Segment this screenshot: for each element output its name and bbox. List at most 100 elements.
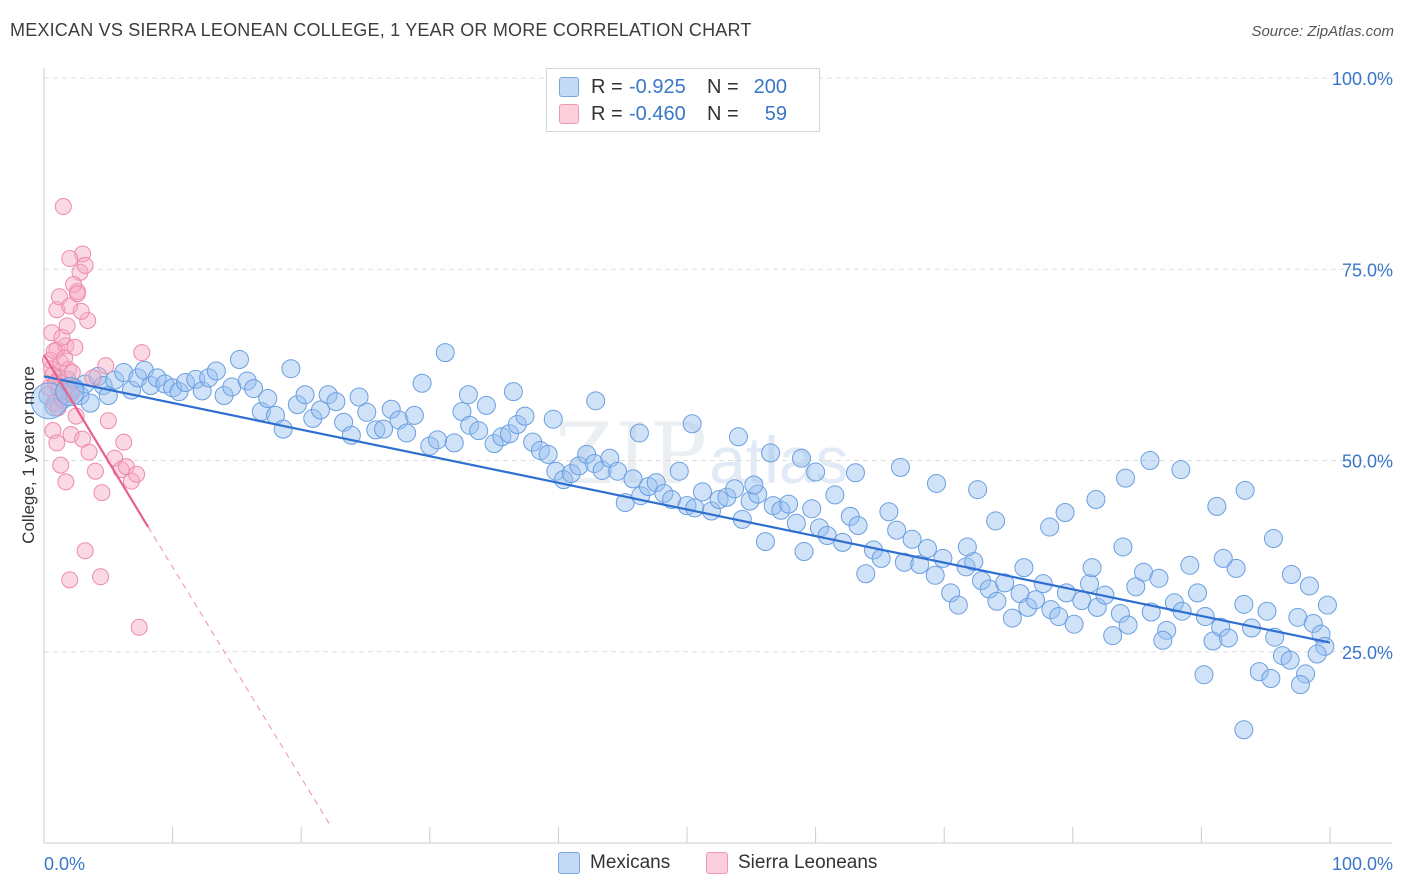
legend-n-label: N = xyxy=(707,102,739,125)
mexicans-point xyxy=(1290,675,1310,695)
mexicans-point xyxy=(484,434,504,454)
sierra-leoneans-point xyxy=(115,433,133,451)
legend-r-value: -0.460 xyxy=(629,102,686,125)
mexicans-point xyxy=(592,460,612,480)
sierra-leoneans-point xyxy=(86,462,104,480)
mexicans-point xyxy=(1180,555,1200,575)
legend-n-label: N = xyxy=(707,75,739,98)
mexicans-point xyxy=(1213,548,1233,568)
mexicans-point xyxy=(1153,630,1173,650)
mexicans-point xyxy=(476,395,496,415)
sierra-leoneans-point xyxy=(41,351,59,369)
y-tick-label: 25.0% xyxy=(1342,643,1393,663)
source-credit: Source: ZipAtlas.com xyxy=(1251,23,1394,40)
mexicans-point xyxy=(1055,503,1075,523)
sierra-leoneans-point xyxy=(68,285,86,303)
mexicans-point xyxy=(1149,568,1169,588)
sierra-leoneans-point xyxy=(58,317,76,335)
legend-swatch-mexicans xyxy=(559,77,579,97)
mexicans-point xyxy=(175,372,195,392)
series-legend-mexicans[interactable]: Mexicans xyxy=(558,852,670,874)
mexicans-point xyxy=(147,368,167,388)
mexicans-point xyxy=(894,552,914,572)
mexicans-point xyxy=(1002,608,1022,628)
mexicans-point xyxy=(779,494,799,514)
mexicans-point xyxy=(925,565,945,585)
mexicans-point xyxy=(561,464,581,484)
mexicans-point xyxy=(586,391,606,411)
mexicans-point xyxy=(725,479,745,499)
mexicans-point xyxy=(349,387,369,407)
mexicans-point xyxy=(1026,590,1046,610)
sierra-leoneans-point xyxy=(65,276,83,294)
mexicans-point xyxy=(1086,490,1106,510)
mexicans-trend-line xyxy=(43,375,1331,644)
y-axis-label: College, 1 year or more xyxy=(19,366,38,544)
mexicans-point xyxy=(357,402,377,422)
mexicans-point xyxy=(1082,558,1102,578)
mexicans-point xyxy=(444,433,464,453)
mexicans-point xyxy=(206,361,226,381)
mexicans-point xyxy=(258,389,278,409)
mexicans-point xyxy=(237,371,257,391)
mexicans-point xyxy=(543,409,563,429)
mexicans-point xyxy=(1040,517,1060,537)
mexicans-point xyxy=(460,415,480,435)
mexicans-point xyxy=(685,498,705,518)
sierra-leoneans-point xyxy=(61,571,79,589)
mexicans-point xyxy=(397,423,417,443)
mexicans-point xyxy=(281,359,301,379)
sierra-leoneans-point xyxy=(84,369,102,387)
mexicans-point xyxy=(1188,583,1208,603)
sierra-leoneans-point xyxy=(43,324,61,342)
mexicans-point xyxy=(1110,604,1130,623)
sierra-leoneans-point xyxy=(57,473,75,491)
mexicans-point xyxy=(608,461,628,481)
series-legend-sierra-leoneans[interactable]: Sierra Leoneans xyxy=(706,852,877,874)
sierra-leoneans-point xyxy=(76,256,94,274)
mexicans-point xyxy=(1280,650,1300,670)
mexicans-point xyxy=(692,482,712,502)
sierra-leoneans-point xyxy=(79,312,97,330)
mexicans-point xyxy=(802,499,822,519)
mexicans-point xyxy=(1087,597,1107,617)
x-tick-label: 100.0% xyxy=(1332,854,1393,874)
mexicans-point xyxy=(917,538,937,558)
mexicans-point xyxy=(1116,468,1136,488)
mexicans-point xyxy=(1234,594,1254,614)
series-swatch-mexicans xyxy=(558,852,580,874)
mexicans-point xyxy=(1261,669,1281,689)
mexicans-point xyxy=(1064,614,1084,634)
mexicans-point xyxy=(435,343,455,363)
mexicans-point xyxy=(1171,460,1191,480)
mexicans-point xyxy=(1307,644,1327,664)
mexicans-point xyxy=(856,564,876,584)
mexicans-point xyxy=(374,419,394,439)
legend-r-label: R = xyxy=(591,102,623,125)
mexicans-point xyxy=(326,392,346,412)
sierra-leoneans-trend-extension xyxy=(147,526,332,827)
mexicans-point xyxy=(794,542,814,562)
mexicans-point xyxy=(1218,628,1238,648)
sierra-leoneans-point xyxy=(93,484,111,502)
mexicans-point xyxy=(1049,607,1069,627)
mexicans-point xyxy=(1226,558,1246,578)
mexicans-point xyxy=(381,399,401,419)
mexicans-point xyxy=(1113,537,1133,557)
x-tick-label: 0.0% xyxy=(44,854,85,874)
mexicans-point xyxy=(1257,601,1277,621)
series-legend: Mexicans Sierra Leoneans xyxy=(0,852,1406,876)
mexicans-point xyxy=(469,421,489,441)
mexicans-point xyxy=(669,461,689,481)
legend-swatch-sierra-leoneans xyxy=(559,104,579,124)
mexicans-point xyxy=(1014,558,1034,578)
mexicans-point xyxy=(1303,613,1323,633)
sierra-leoneans-point xyxy=(45,342,63,360)
mexicans-point xyxy=(1207,496,1227,516)
mexicans-point xyxy=(412,373,432,393)
mexicans-point xyxy=(1234,720,1254,740)
mexicans-point xyxy=(503,382,523,402)
mexicans-point xyxy=(295,385,315,405)
legend-row-mexicans: R = -0.925 N = 200 xyxy=(559,75,787,99)
